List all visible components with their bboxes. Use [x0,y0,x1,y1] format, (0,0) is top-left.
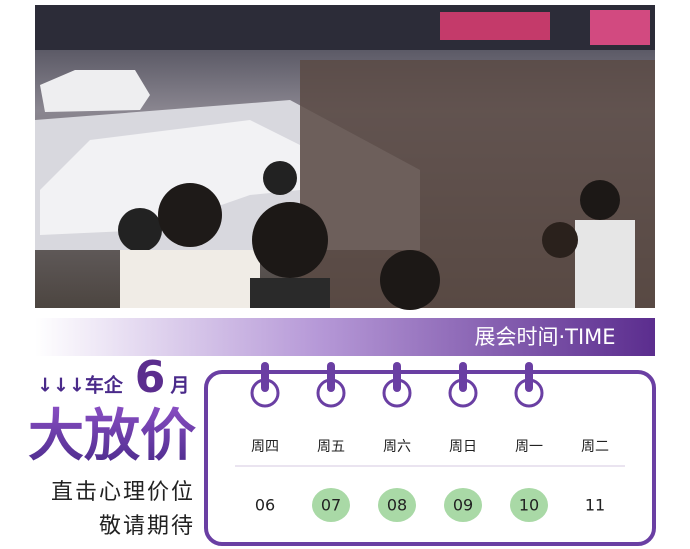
weekday: 周五 [317,439,345,455]
weekday: 周二 [581,439,609,455]
headline-prefix: ↓↓↓车企 [37,374,124,397]
exhibition-photo [35,5,655,310]
date-highlight [510,488,548,522]
month-unit: 月 [169,375,189,397]
date: 11 [585,496,605,515]
month-number: 6 [135,352,166,403]
weekday: 周日 [449,439,477,455]
weekday: 周一 [515,439,543,455]
weekday: 周四 [251,439,279,455]
weekday: 周六 [383,439,411,455]
date: 06 [255,496,275,515]
date: 08 [387,496,407,515]
headline-main: 大放价 [28,404,196,469]
headline-line2: 敬请期待 [99,514,195,539]
date: 07 [321,496,341,515]
time-banner [35,318,655,356]
date: 10 [519,496,539,515]
date-highlight [378,488,416,522]
binder-pin [327,362,335,392]
calendar: 周四 06 周五 07 周六 08 周日 09 周一 10 周二 11 [250,362,609,522]
date-highlight [312,488,350,522]
date: 09 [453,496,473,515]
date-highlight [444,488,482,522]
banner-title: 展会时间·TIME [474,325,615,349]
binder-pin [261,362,269,392]
binder-pin [393,362,401,392]
binder-pin [459,362,467,392]
headline-line1: 直击心理价位 [51,480,195,505]
binder-pin [525,362,533,392]
